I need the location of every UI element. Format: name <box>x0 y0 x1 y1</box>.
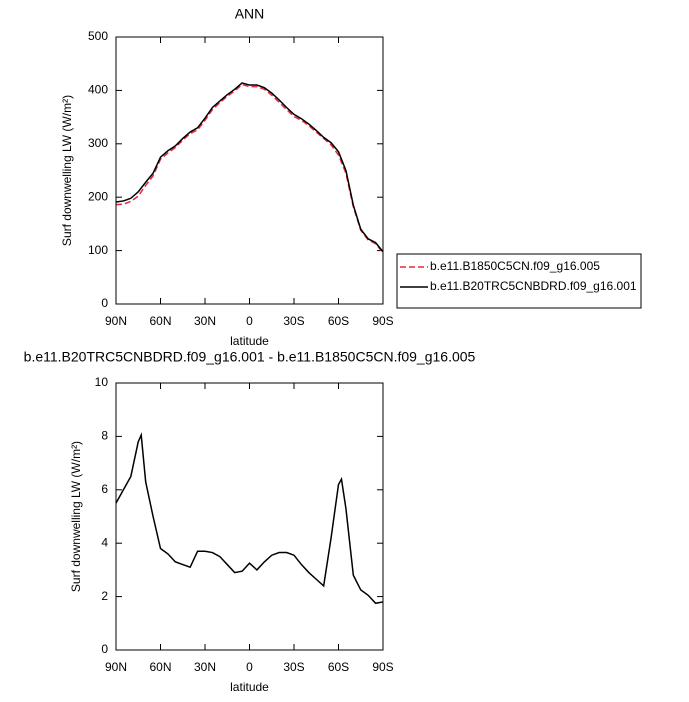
y-tick-label: 100 <box>88 243 108 257</box>
y-tick-label: 0 <box>101 296 108 310</box>
x-tick-label: 30N <box>194 314 216 328</box>
y-tick-label: 8 <box>101 429 108 443</box>
x-tick-label: 0 <box>246 660 253 674</box>
x-tick-label: 90N <box>105 660 127 674</box>
y-tick-label: 500 <box>88 29 108 43</box>
data-line <box>115 82 384 253</box>
y-tick-label: 2 <box>101 589 108 603</box>
legend-label: b.e11.B20TRC5CNBDRD.f09_g16.001 <box>430 279 637 293</box>
y-tick-label: 0 <box>101 642 108 656</box>
x-tick-label: 90N <box>105 314 127 328</box>
y-tick-label: 10 <box>95 375 109 389</box>
y-tick-label: 4 <box>101 535 108 549</box>
plot-frame <box>115 382 384 651</box>
chart-title: ANN <box>235 6 265 22</box>
y-axis-label: Surf downwelling LW (W/m²) <box>60 95 74 246</box>
x-tick-label: 60S <box>328 314 349 328</box>
x-tick-label: 60N <box>149 660 171 674</box>
legend-label: b.e11.B1850C5CN.f09_g16.005 <box>430 259 600 273</box>
data-line <box>115 432 384 605</box>
chart-title: b.e11.B20TRC5CNBDRD.f09_g16.001 - b.e11.… <box>24 349 476 365</box>
x-tick-label: 30N <box>194 660 216 674</box>
x-tick-label: 60N <box>149 314 171 328</box>
x-tick-label: 90S <box>372 660 393 674</box>
x-axis-label: latitude <box>230 334 269 348</box>
x-axis-label: latitude <box>230 680 269 694</box>
data-line <box>115 83 384 254</box>
x-tick-label: 0 <box>246 314 253 328</box>
plot-frame <box>115 36 384 305</box>
y-tick-label: 300 <box>88 136 108 150</box>
y-axis-label: Surf downwelling LW (W/m²) <box>69 441 83 592</box>
x-tick-label: 90S <box>372 314 393 328</box>
y-tick-label: 200 <box>88 189 108 203</box>
x-tick-label: 30S <box>283 314 304 328</box>
y-tick-label: 6 <box>101 482 108 496</box>
y-tick-label: 400 <box>88 83 108 97</box>
legend-box <box>396 253 642 309</box>
x-tick-label: 60S <box>328 660 349 674</box>
x-tick-label: 30S <box>283 660 304 674</box>
